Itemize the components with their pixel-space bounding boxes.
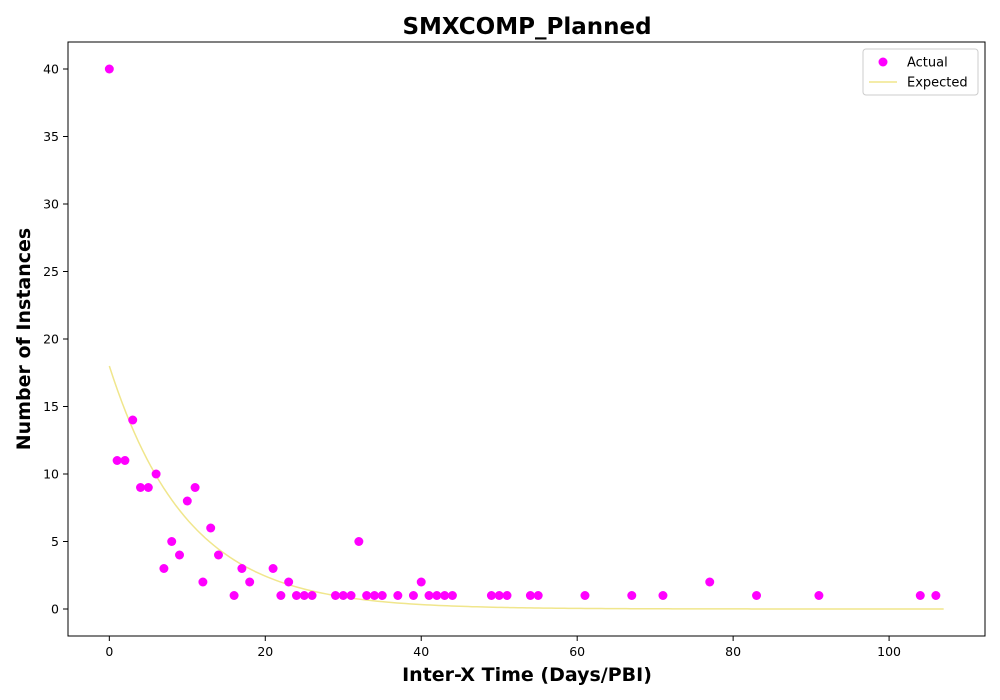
data-point: [502, 591, 512, 600]
data-point: [112, 456, 122, 465]
legend-marker-actual: [878, 57, 888, 67]
data-point: [627, 591, 637, 600]
x-tick-label: 100: [877, 644, 901, 659]
chart-title: SMXCOMP_Planned: [402, 14, 651, 40]
data-point: [276, 591, 286, 600]
data-point: [104, 64, 114, 74]
data-point: [291, 591, 301, 600]
y-tick-label: 0: [51, 602, 59, 617]
data-point: [533, 591, 543, 600]
legend-box: [862, 48, 979, 96]
data-point: [229, 591, 239, 600]
data-point: [151, 469, 161, 479]
data-point: [175, 550, 185, 560]
data-point: [182, 496, 192, 506]
data-point: [416, 577, 426, 587]
data-point: [346, 591, 356, 600]
data-point: [580, 591, 590, 600]
expected-curve: [108, 365, 944, 610]
y-axis-label: Number of Instances: [13, 228, 35, 450]
y-tick-label: 5: [51, 534, 59, 549]
data-point: [525, 591, 535, 600]
y-tick-label: 35: [43, 129, 59, 144]
data-point: [408, 591, 418, 600]
data-point: [167, 537, 177, 546]
y-tick-label: 15: [43, 399, 59, 414]
data-point: [128, 415, 138, 425]
data-point: [915, 591, 925, 600]
legend-label-actual: Actual: [907, 56, 948, 71]
y-tick-label: 25: [43, 264, 59, 279]
x-tick-label: 60: [569, 644, 585, 659]
y-tick-label: 10: [43, 467, 59, 482]
data-point: [486, 591, 496, 600]
data-point: [143, 483, 153, 492]
data-point: [338, 591, 348, 600]
data-point: [330, 591, 340, 600]
data-point: [369, 591, 379, 600]
data-point: [237, 564, 247, 573]
data-point: [198, 577, 208, 587]
y-tick-label: 30: [43, 197, 59, 212]
y-tick-label: 20: [43, 332, 59, 347]
data-point: [206, 523, 216, 533]
data-point: [814, 591, 824, 600]
data-point: [432, 591, 442, 600]
data-point: [362, 591, 372, 600]
x-tick-label: 20: [257, 644, 273, 659]
data-point: [931, 591, 941, 600]
data-point: [705, 577, 715, 587]
data-point: [299, 591, 309, 600]
data-point: [494, 591, 504, 600]
x-tick-label: 80: [725, 644, 741, 659]
data-point: [120, 456, 130, 465]
data-point: [307, 591, 317, 600]
data-point: [658, 591, 668, 600]
legend: Actual Expected: [862, 48, 979, 96]
data-point: [136, 483, 146, 492]
data-point: [245, 577, 255, 587]
data-point: [424, 591, 434, 600]
data-point: [268, 564, 278, 573]
data-point: [284, 577, 294, 587]
data-point: [190, 483, 200, 492]
data-point: [447, 591, 457, 600]
data-point: [377, 591, 387, 600]
x-axis-label: Inter-X Time (Days/PBI): [402, 664, 652, 686]
data-point: [159, 564, 169, 573]
x-tick-label: 40: [413, 644, 429, 659]
legend-label-expected: Expected: [907, 76, 968, 91]
data-point: [752, 591, 762, 600]
data-point: [393, 591, 403, 600]
x-tick-label: 0: [105, 644, 113, 659]
data-point: [440, 591, 450, 600]
data-point: [213, 550, 223, 560]
y-tick-label: 40: [43, 62, 59, 77]
data-point: [354, 537, 364, 546]
